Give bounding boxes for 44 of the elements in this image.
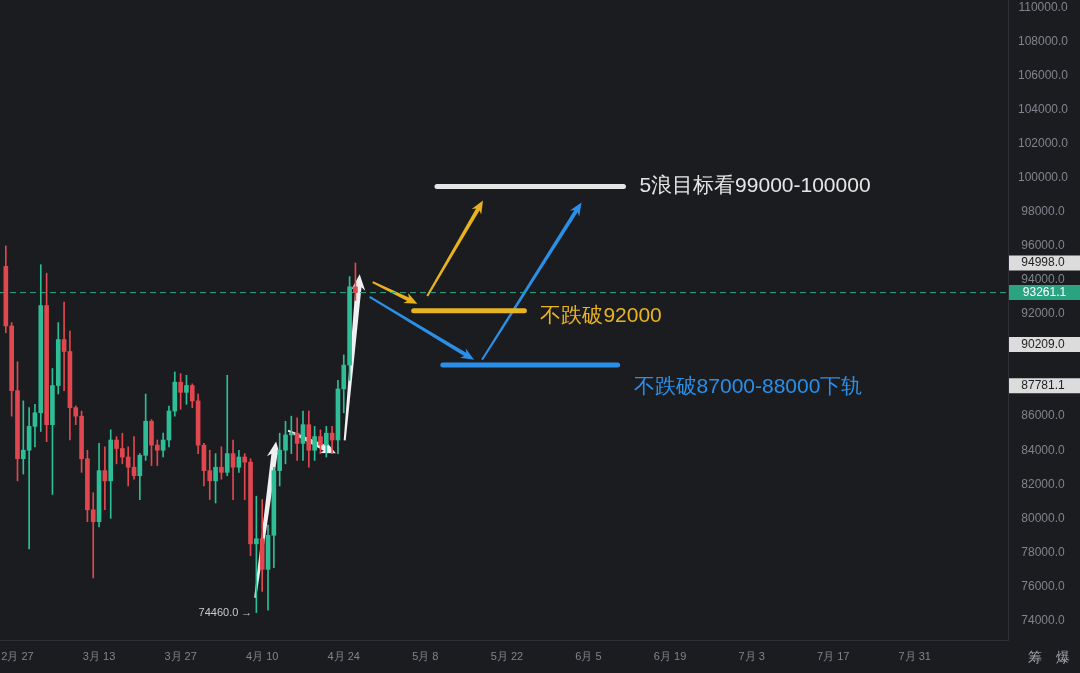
y-tick-label: 96000.0: [1021, 238, 1066, 253]
x-tick-label: 2月 27: [1, 649, 34, 662]
y-tick-label: 76000.0: [1021, 578, 1066, 593]
x-tick-label: 5月 22: [490, 649, 524, 662]
x-tick-label: 7月 17: [816, 649, 850, 662]
text: 爆: [1056, 649, 1070, 667]
x-tick-label: 3月 27: [164, 649, 197, 662]
y-tick-label: 104000.0: [1017, 102, 1069, 117]
y-tick-label: 94000.0: [1021, 272, 1066, 287]
y-tick-label: 106000.0: [1017, 68, 1069, 83]
y-tick-label: 92000.0: [1021, 306, 1066, 321]
series-label: 不跌破92000: [540, 303, 662, 327]
y-tick-label: 78000.0: [1021, 544, 1066, 559]
x-tick-label: 5月 8: [412, 649, 439, 662]
y-tick-label: 80000.0: [1021, 510, 1066, 525]
y-tick-label: 82000.0: [1021, 476, 1066, 491]
y-tick-label: 87781.1: [1021, 378, 1066, 393]
x-tick-label: 3月 13: [82, 649, 116, 662]
x-tick-label: 7月 3: [738, 649, 765, 662]
text: 筹: [1028, 649, 1042, 667]
x-tick-label: 6月 19: [653, 649, 687, 662]
x-tick-label: 4月 24: [327, 649, 360, 662]
candlestick: [242, 453, 248, 500]
y-tick-label: 98000.0: [1021, 204, 1066, 219]
y-tick-label: 108000.0: [1017, 34, 1069, 49]
candlestick: [289, 415, 294, 454]
ref-line-label: 93261.1: [1022, 285, 1067, 300]
series-label: 不跌破87000-88000下轨: [633, 373, 863, 397]
y-tick-label: 90209.0: [1021, 336, 1066, 351]
candlestick: [154, 439, 160, 466]
y-tick-label: 86000.0: [1021, 408, 1066, 423]
x-tick-label: 7月 31: [898, 649, 931, 662]
candlestick: [224, 374, 230, 477]
y-tick-label: 102000.0: [1017, 136, 1069, 151]
annotation: 74460.0 →: [198, 605, 253, 618]
y-tick-label: 84000.0: [1021, 442, 1066, 457]
y-tick-label: 110000.0: [1018, 0, 1068, 14]
x-tick-label: 4月 10: [245, 649, 279, 662]
x-tick-label: 6月 5: [575, 649, 602, 662]
y-tick-label: 94998.0: [1021, 255, 1066, 270]
candlestick: [230, 439, 236, 500]
y-tick-label: 74000.0: [1021, 612, 1066, 627]
y-tick-label: 100000.0: [1017, 170, 1069, 185]
series-label: 5浪目标看99000-100000: [639, 173, 871, 197]
